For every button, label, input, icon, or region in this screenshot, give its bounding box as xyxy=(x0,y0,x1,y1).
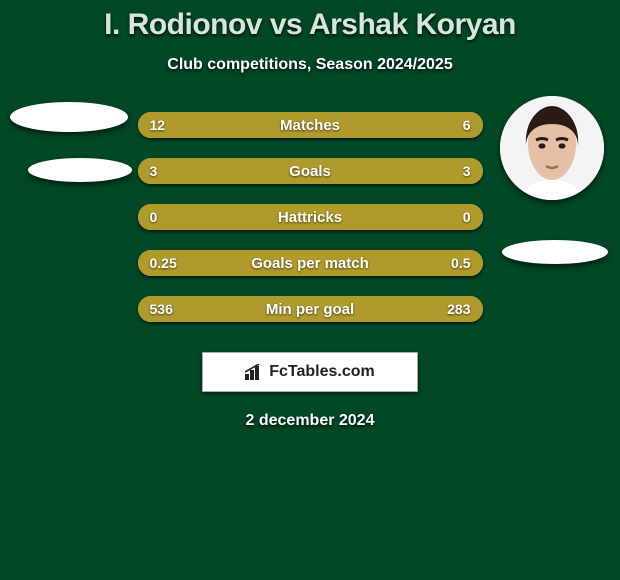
player-left-placeholder-2 xyxy=(28,158,132,182)
bar-value-left: 3 xyxy=(150,158,158,184)
footer-brand-text: FcTables.com xyxy=(269,363,375,381)
footer-date: 2 december 2024 xyxy=(10,412,610,430)
subtitle: Club competitions, Season 2024/2025 xyxy=(10,56,610,74)
bar-track xyxy=(138,204,483,230)
bar-track xyxy=(138,158,483,184)
bar-track xyxy=(138,250,483,276)
bars-icon xyxy=(245,364,265,380)
footer-badge: FcTables.com xyxy=(202,352,418,392)
bar-value-left: 536 xyxy=(150,296,173,322)
bar-value-left: 0.25 xyxy=(150,250,177,276)
bar-right-fill xyxy=(252,250,482,276)
bar-row: 536283Min per goal xyxy=(138,296,483,322)
bar-value-right: 6 xyxy=(463,112,471,138)
bar-left-fill xyxy=(138,204,483,230)
bar-row: 00Hattricks xyxy=(138,204,483,230)
bar-right-fill xyxy=(310,158,483,184)
bar-value-left: 0 xyxy=(150,204,158,230)
bar-row: 0.250.5Goals per match xyxy=(138,250,483,276)
content-area: 126Matches33Goals00Hattricks0.250.5Goals… xyxy=(10,112,610,430)
bar-left-fill xyxy=(138,158,311,184)
player-right-avatar xyxy=(500,96,604,200)
bar-left-fill xyxy=(138,112,368,138)
bar-value-right: 0 xyxy=(463,204,471,230)
bar-value-right: 0.5 xyxy=(451,250,470,276)
avatar-face-icon xyxy=(500,96,604,200)
bar-value-right: 283 xyxy=(447,296,470,322)
bar-value-right: 3 xyxy=(463,158,471,184)
page-title: I. Rodionov vs Arshak Koryan xyxy=(10,8,610,42)
bar-track xyxy=(138,296,483,322)
player-left-placeholder-1 xyxy=(10,102,128,132)
bar-value-left: 12 xyxy=(150,112,166,138)
bar-row: 33Goals xyxy=(138,158,483,184)
player-right-placeholder xyxy=(502,240,608,264)
bar-track xyxy=(138,112,483,138)
bar-row: 126Matches xyxy=(138,112,483,138)
comparison-bars: 126Matches33Goals00Hattricks0.250.5Goals… xyxy=(138,112,483,322)
comparison-card: I. Rodionov vs Arshak Koryan Club compet… xyxy=(0,0,620,580)
